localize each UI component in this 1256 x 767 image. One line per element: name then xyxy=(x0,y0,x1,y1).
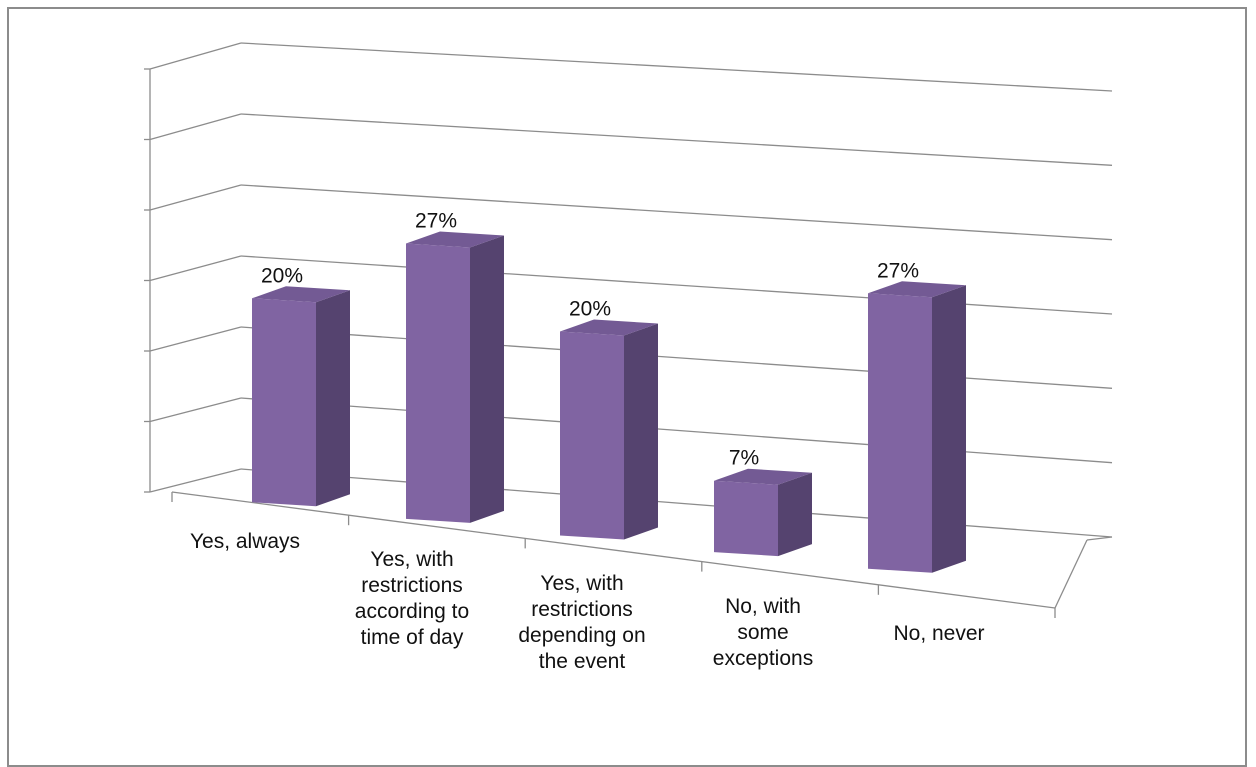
gridline-side-0 xyxy=(149,468,242,493)
gridline-side-1 xyxy=(149,397,242,423)
data-label-1: 27% xyxy=(415,210,457,233)
gridline-2 xyxy=(240,326,1113,389)
bar-front-0 xyxy=(252,298,316,507)
bar-side-0 xyxy=(316,290,350,507)
gridline-side-3 xyxy=(149,255,242,282)
chart-frame: 20% 27% 20% 7% 27% Yes, always Yes, with rest… xyxy=(7,7,1247,767)
bar-front-2 xyxy=(560,331,624,540)
bar-front-4 xyxy=(868,293,932,573)
gridlines xyxy=(144,42,1113,538)
bar-top-1 xyxy=(406,231,504,248)
bar-0 xyxy=(252,286,350,507)
bar-front-1 xyxy=(406,243,470,523)
gridline-side-2 xyxy=(149,326,242,352)
x-axis xyxy=(171,491,1056,609)
bar-front-3 xyxy=(714,480,778,557)
category-label-0: Yes, always xyxy=(189,530,301,553)
bar-4 xyxy=(868,281,966,573)
gridline-0 xyxy=(240,468,1113,538)
bar-3 xyxy=(714,468,812,557)
gridline-side-5 xyxy=(149,113,242,141)
bar-2 xyxy=(560,319,658,540)
floor-right-edge xyxy=(1086,536,1113,541)
gridline-4 xyxy=(240,184,1113,241)
bar-top-2 xyxy=(560,319,658,336)
bar-1 xyxy=(406,231,504,523)
bar-side-1 xyxy=(470,235,504,523)
category-label-1: Yes, with restrictions according to time… xyxy=(354,548,470,649)
gridline-6 xyxy=(240,42,1113,92)
category-label-4: No, never xyxy=(893,622,985,645)
data-label-4: 27% xyxy=(877,259,919,282)
bar-chart: 20% 27% 20% 7% 27% xyxy=(144,42,1113,618)
category-label-2: Yes, with restrictions depending on the … xyxy=(518,572,646,673)
gridline-3 xyxy=(240,255,1113,315)
gridline-side-4 xyxy=(149,184,242,211)
gridline-1 xyxy=(240,397,1113,464)
bar-top-0 xyxy=(252,286,350,303)
bar-top-4 xyxy=(868,281,966,298)
gridline-side-6 xyxy=(149,42,242,70)
data-label-3: 7% xyxy=(729,447,759,470)
data-label-2: 20% xyxy=(569,298,611,321)
bar-top-3 xyxy=(714,468,812,485)
floor-front-right-edge xyxy=(1054,539,1088,609)
bar-side-2 xyxy=(624,323,658,540)
category-label-3: No, with some exceptions xyxy=(712,595,814,670)
bar-side-4 xyxy=(932,285,966,573)
gridline-5 xyxy=(240,113,1113,166)
bar-side-3 xyxy=(778,472,812,557)
data-label-0: 20% xyxy=(261,264,303,287)
